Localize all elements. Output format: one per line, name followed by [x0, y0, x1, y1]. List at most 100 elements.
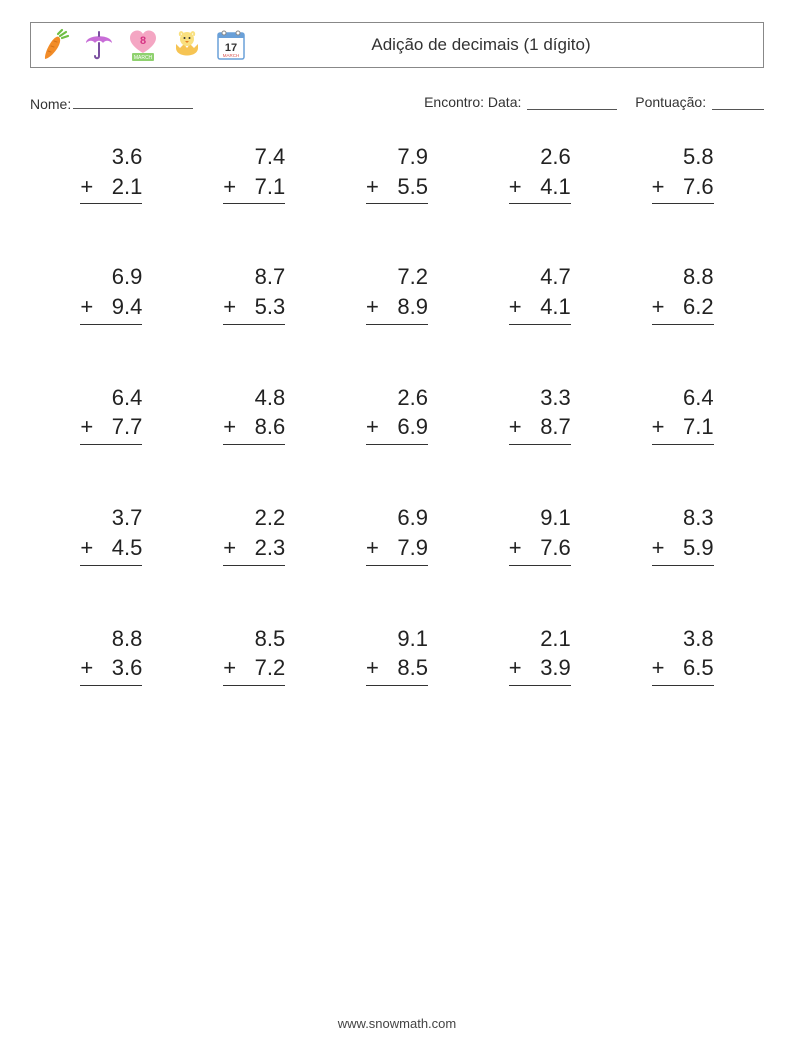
- addend-bottom: 8.9: [397, 292, 428, 322]
- addend-top: 5.8: [652, 142, 714, 172]
- problem-cell: 8.3+5.9: [611, 503, 754, 565]
- operator: +: [223, 653, 237, 683]
- problem-cell: 6.4+7.1: [611, 383, 754, 445]
- problem-cell: 2.1+3.9: [468, 624, 611, 686]
- addend-bottom: 2.1: [112, 172, 143, 202]
- problem-cell: 6.4+7.7: [40, 383, 183, 445]
- operator: +: [80, 292, 94, 322]
- addend-bottom: 7.7: [112, 412, 143, 442]
- problem-cell: 8.8+3.6: [40, 624, 183, 686]
- addend-bottom: 3.6: [112, 653, 143, 683]
- calendar-icon: 17 MARCH: [213, 27, 249, 63]
- addend-top: 6.9: [366, 503, 428, 533]
- operator: +: [366, 172, 380, 202]
- addend-bottom: 7.1: [683, 412, 714, 442]
- addend-bottom: 8.5: [397, 653, 428, 683]
- operator: +: [652, 533, 666, 563]
- score-label: Pontuação:: [635, 94, 706, 110]
- problem-cell: 7.2+8.9: [326, 262, 469, 324]
- operator: +: [223, 292, 237, 322]
- operator: +: [652, 292, 666, 322]
- operator: +: [509, 172, 523, 202]
- addend-bottom: 2.3: [255, 533, 286, 563]
- problem-cell: 4.7+4.1: [468, 262, 611, 324]
- operator: +: [223, 172, 237, 202]
- name-label: Nome:: [30, 96, 71, 112]
- operator: +: [652, 172, 666, 202]
- addend-top: 7.9: [366, 142, 428, 172]
- chick-egg-icon: [169, 27, 205, 63]
- name-underline: [73, 94, 193, 109]
- addend-bottom: 5.3: [255, 292, 286, 322]
- addend-bottom: 7.9: [397, 533, 428, 563]
- addend-bottom: 5.9: [683, 533, 714, 563]
- addend-bottom: 6.9: [397, 412, 428, 442]
- problem-cell: 7.4+7.1: [183, 142, 326, 204]
- addend-bottom: 7.6: [683, 172, 714, 202]
- addend-top: 8.7: [223, 262, 285, 292]
- addend-bottom: 6.5: [683, 653, 714, 683]
- addend-bottom: 4.5: [112, 533, 143, 563]
- addend-top: 8.8: [652, 262, 714, 292]
- addend-top: 8.5: [223, 624, 285, 654]
- umbrella-icon: [81, 27, 117, 63]
- problem-cell: 3.8+6.5: [611, 624, 754, 686]
- addend-top: 3.3: [509, 383, 571, 413]
- operator: +: [366, 292, 380, 322]
- operator: +: [366, 653, 380, 683]
- addend-top: 7.2: [366, 262, 428, 292]
- addend-top: 4.8: [223, 383, 285, 413]
- addend-bottom: 8.7: [540, 412, 571, 442]
- addend-bottom: 3.9: [540, 653, 571, 683]
- operator: +: [509, 533, 523, 563]
- header-box: 8 MARCH: [30, 22, 764, 68]
- operator: +: [652, 653, 666, 683]
- addend-bottom: 7.1: [255, 172, 286, 202]
- operator: +: [80, 653, 94, 683]
- info-row: Nome: Encontro: Data: Pontuação:: [30, 94, 764, 112]
- addend-top: 3.6: [80, 142, 142, 172]
- addend-top: 6.9: [80, 262, 142, 292]
- operator: +: [80, 172, 94, 202]
- addend-top: 8.8: [80, 624, 142, 654]
- addend-top: 7.4: [223, 142, 285, 172]
- addend-top: 2.2: [223, 503, 285, 533]
- operator: +: [80, 412, 94, 442]
- problem-cell: 2.6+6.9: [326, 383, 469, 445]
- addend-bottom: 8.6: [255, 412, 286, 442]
- problem-cell: 9.1+8.5: [326, 624, 469, 686]
- operator: +: [223, 533, 237, 563]
- addend-bottom: 7.2: [255, 653, 286, 683]
- problem-cell: 2.2+2.3: [183, 503, 326, 565]
- heart-number: 8: [140, 35, 146, 47]
- addend-top: 6.4: [80, 383, 142, 413]
- heart-calendar-icon: 8 MARCH: [125, 27, 161, 63]
- problem-cell: 3.6+2.1: [40, 142, 183, 204]
- addend-bottom: 4.1: [540, 292, 571, 322]
- problem-cell: 7.9+5.5: [326, 142, 469, 204]
- carrot-icon: [37, 27, 73, 63]
- addend-top: 8.3: [652, 503, 714, 533]
- worksheet-title: Adição de decimais (1 dígito): [249, 35, 753, 55]
- operator: +: [366, 412, 380, 442]
- problem-cell: 5.8+7.6: [611, 142, 754, 204]
- addend-top: 6.4: [652, 383, 714, 413]
- problem-cell: 6.9+9.4: [40, 262, 183, 324]
- addend-top: 9.1: [366, 624, 428, 654]
- operator: +: [509, 412, 523, 442]
- addend-top: 2.6: [366, 383, 428, 413]
- date-label: Encontro: Data:: [424, 94, 521, 110]
- operator: +: [509, 653, 523, 683]
- operator: +: [80, 533, 94, 563]
- addend-top: 3.7: [80, 503, 142, 533]
- problem-cell: 8.5+7.2: [183, 624, 326, 686]
- footer-url: www.snowmath.com: [0, 1016, 794, 1031]
- calendar-month: MARCH: [223, 53, 240, 58]
- addend-bottom: 5.5: [397, 172, 428, 202]
- problem-cell: 9.1+7.6: [468, 503, 611, 565]
- addend-top: 2.1: [509, 624, 571, 654]
- addend-top: 2.6: [509, 142, 571, 172]
- problem-cell: 3.3+8.7: [468, 383, 611, 445]
- problem-cell: 3.7+4.5: [40, 503, 183, 565]
- problem-cell: 8.7+5.3: [183, 262, 326, 324]
